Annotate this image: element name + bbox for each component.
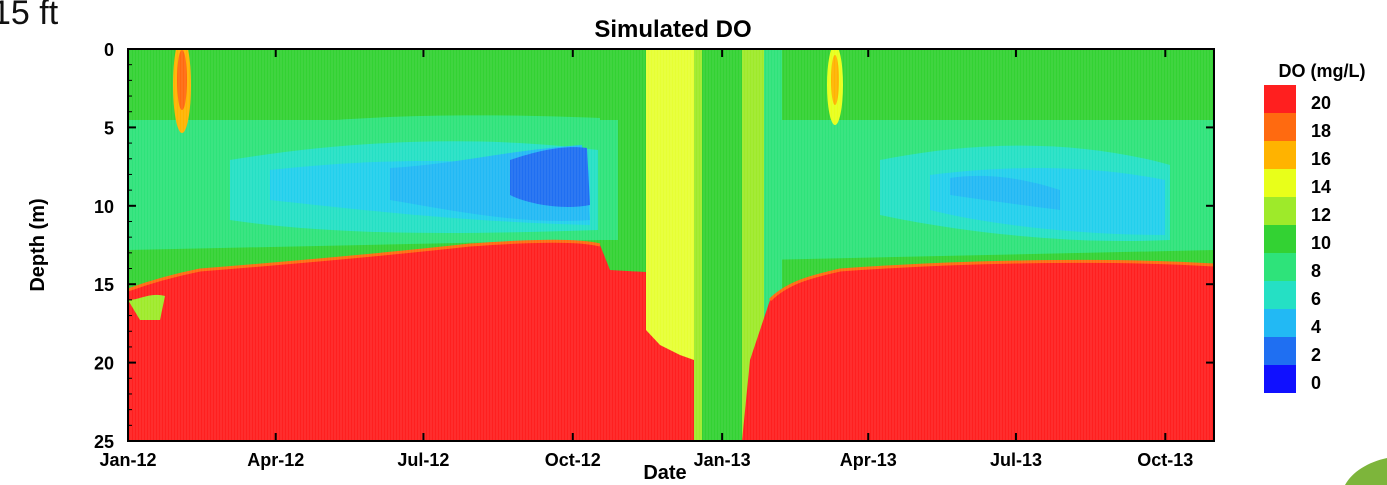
decorative-swoosh: [1345, 458, 1387, 485]
y-tick-label: 5: [104, 118, 114, 138]
legend-swatch: [1264, 169, 1296, 197]
x-axis: Jan-12 Apr-12 Jul-12 Oct-12 Jan-13 Apr-13 Jul-…: [99, 49, 1193, 470]
mixing-column-1: [618, 49, 646, 271]
mixing-column-4: [702, 49, 742, 441]
legend-label: 8: [1311, 261, 1321, 281]
legend-label: 18: [1311, 121, 1331, 141]
x-tick-label: Jan-13: [694, 450, 751, 470]
vertical-texture: [128, 49, 1212, 441]
legend-swatch: [1264, 225, 1296, 253]
surface-peak-2013: [831, 55, 839, 105]
heatmap-plot-area: [128, 49, 1214, 441]
legend-label: 14: [1311, 177, 1331, 197]
x-tick-label: Jul-12: [397, 450, 449, 470]
legend-swatch: [1264, 253, 1296, 281]
x-tick-label: Oct-12: [545, 450, 601, 470]
early-2012-edge: [128, 294, 165, 320]
y-tick-label: 0: [104, 40, 114, 60]
y-tick-label: 15: [94, 275, 114, 295]
legend-swatch: [1264, 85, 1296, 113]
legend-swatch: [1264, 113, 1296, 141]
surface-peak-2012: [177, 50, 187, 110]
y-tick-label: 10: [94, 197, 114, 217]
y-tick-label: 20: [94, 354, 114, 374]
legend-swatch: [1264, 365, 1296, 393]
bottom-layer-2013: [742, 261, 1214, 441]
x-tick-label: Oct-13: [1137, 450, 1193, 470]
legend-swatch: [1264, 337, 1296, 365]
slide-corner-text: 15 ft: [0, 0, 59, 32]
legend-title: DO (mg/L): [1279, 61, 1366, 81]
x-axis-label: Date: [643, 462, 686, 484]
legend-label: 10: [1311, 233, 1331, 253]
bottom-layer-2012: [128, 241, 694, 441]
x-tick-label: Jan-12: [99, 450, 156, 470]
plot-frame: [127, 48, 1215, 442]
y-axis-label: Depth (m): [27, 198, 49, 291]
legend-swatch: [1264, 141, 1296, 169]
legend-swatch: [1264, 197, 1296, 225]
legend-label: 4: [1311, 317, 1321, 337]
low-do-zone-2012-core: [510, 147, 590, 207]
legend-label: 6: [1311, 289, 1321, 309]
legend-label: 20: [1311, 93, 1331, 113]
y-axis: 0 5 10 15 20 25: [94, 40, 1214, 452]
x-tick-label: Apr-12: [247, 450, 304, 470]
y-tick-label: 25: [94, 432, 114, 452]
x-tick-label: Apr-13: [840, 450, 897, 470]
legend-label: 16: [1311, 149, 1331, 169]
legend-swatch: [1264, 281, 1296, 309]
x-tick-label: Jul-13: [990, 450, 1042, 470]
low-do-zone-2013-inner: [950, 175, 1060, 210]
legend-label: 12: [1311, 205, 1331, 225]
thermocline-2013: [768, 259, 1214, 302]
legend-label: 0: [1311, 373, 1321, 393]
legend-swatch: [1264, 309, 1296, 337]
chart-title: Simulated DO: [594, 16, 751, 43]
legend-label: 2: [1311, 345, 1321, 365]
thermocline-2012: [128, 239, 601, 292]
